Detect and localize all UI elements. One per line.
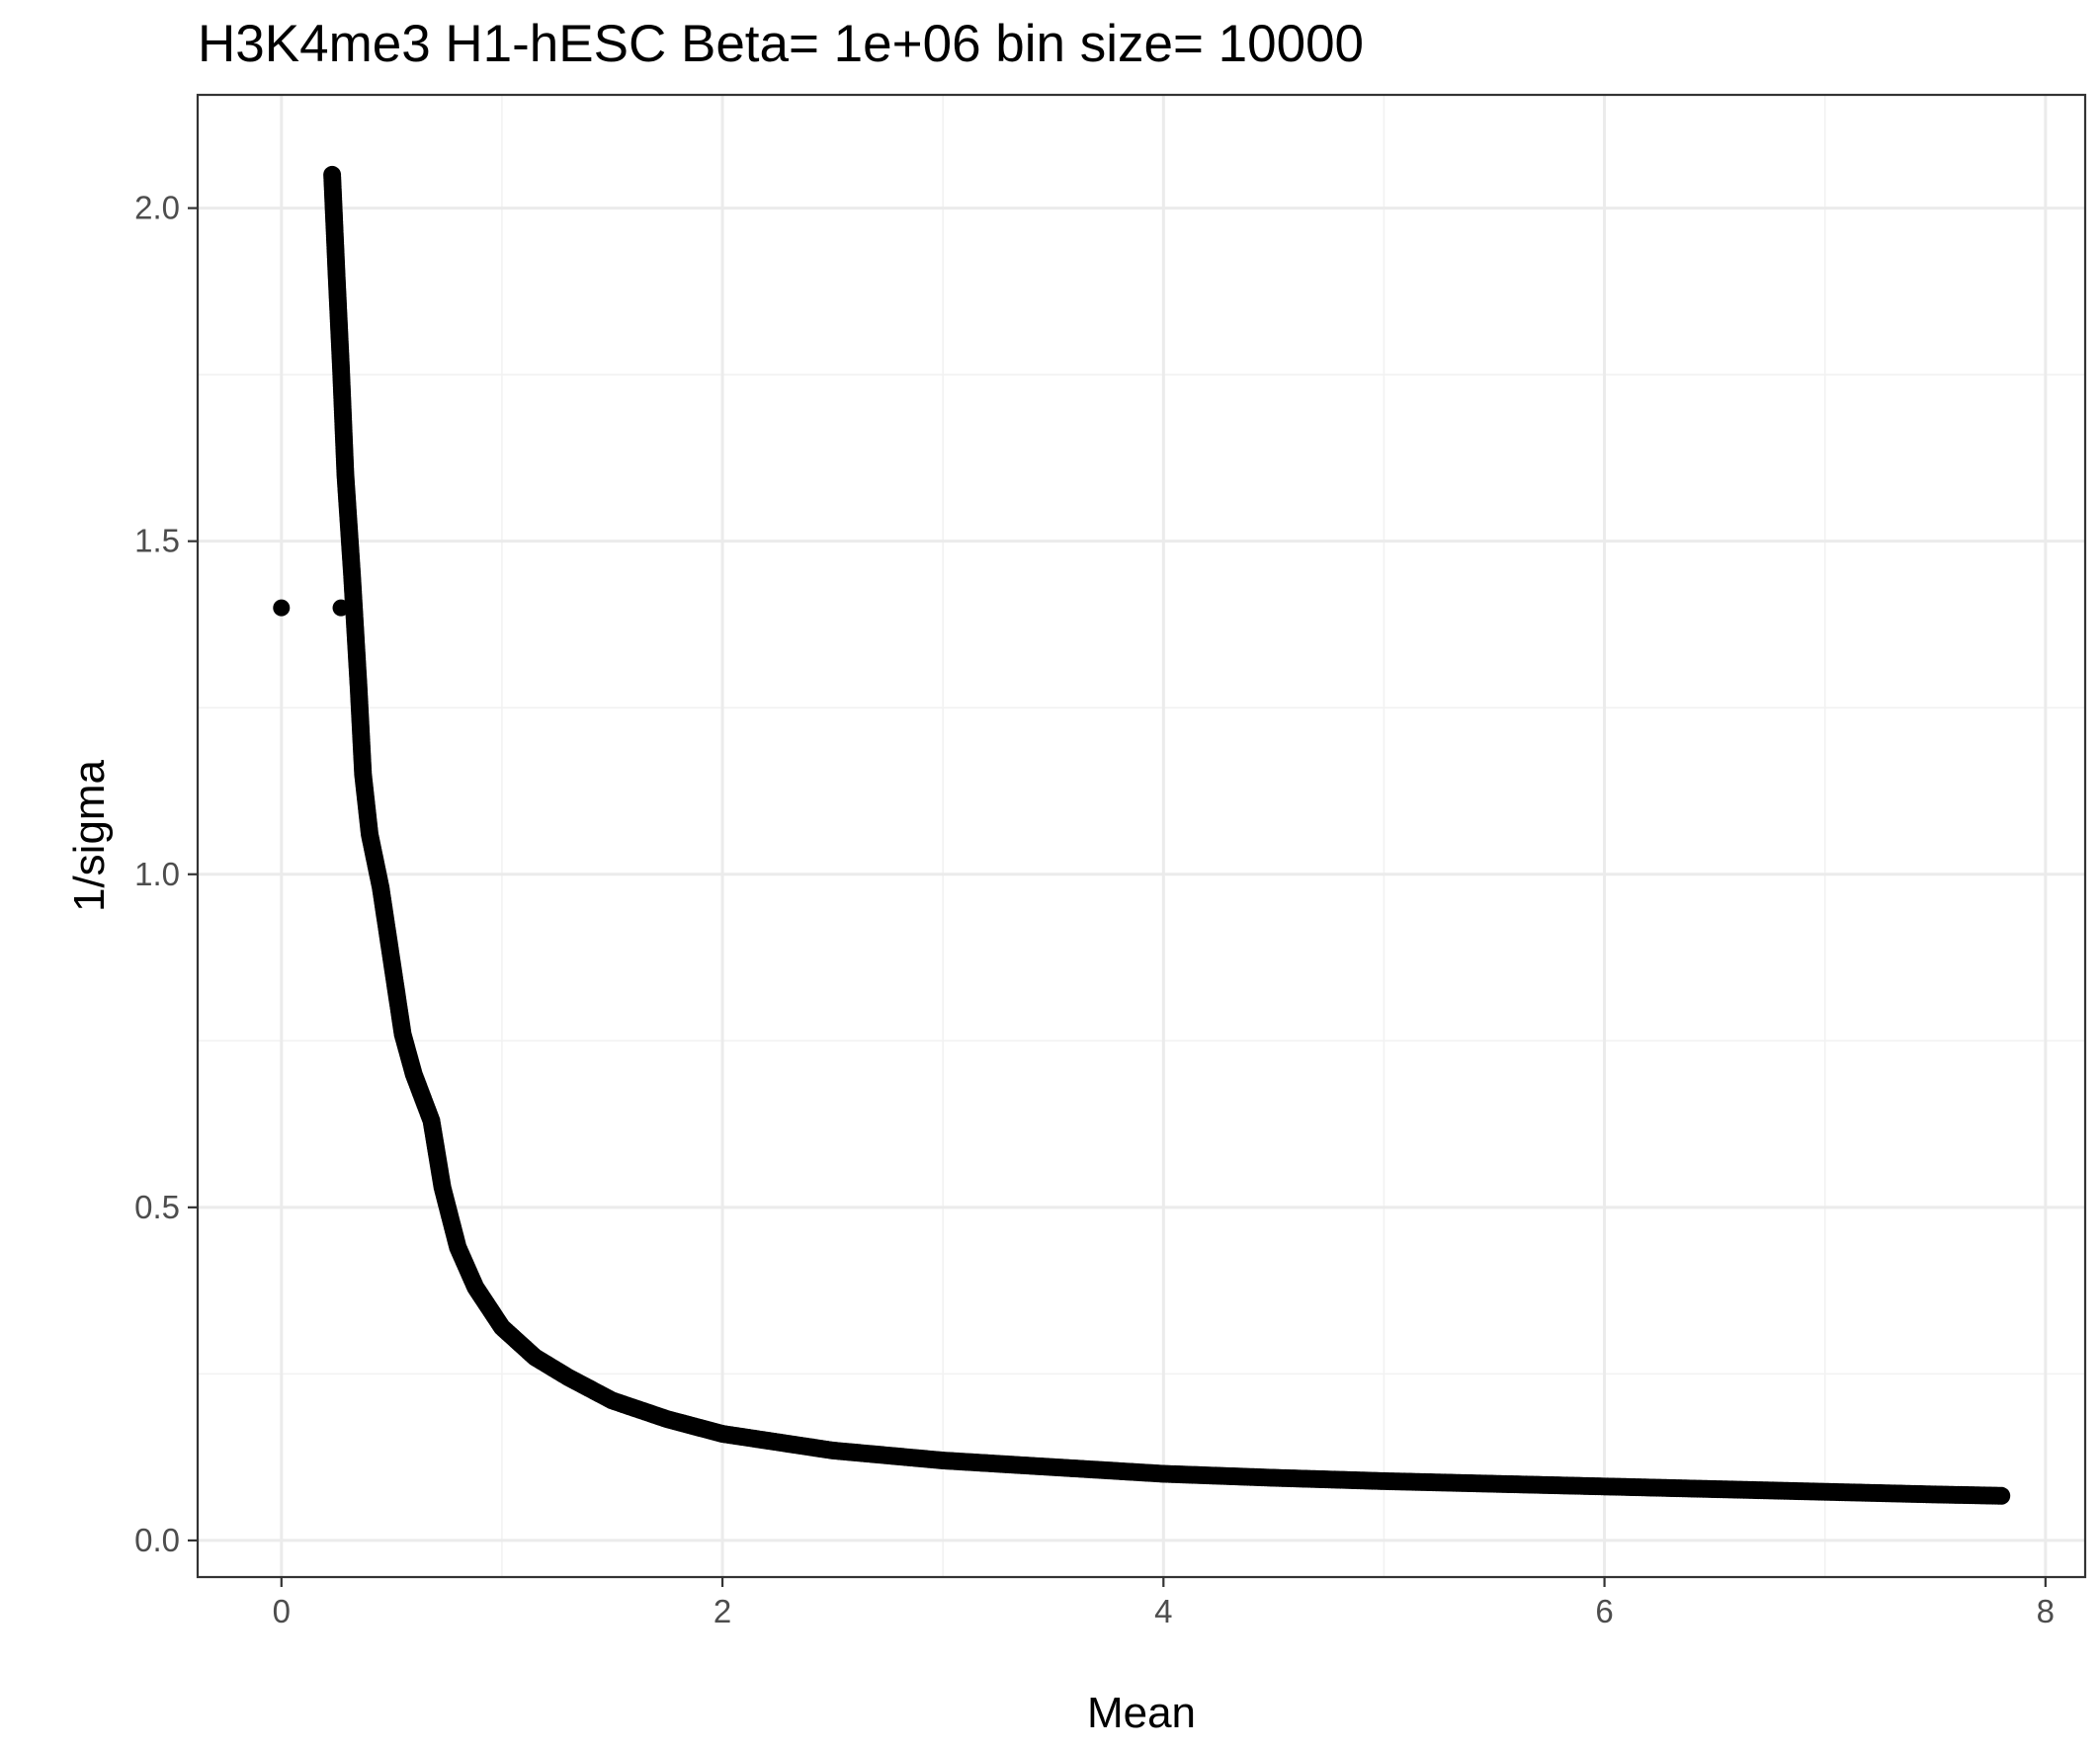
plot-panel — [198, 95, 2085, 1577]
axes: 0 2 4 6 8 0.0 0.5 1.0 1.5 2.0 — [134, 190, 2055, 1629]
chart-title: H3K4me3 H1-hESC Beta= 1e+06 bin size= 10… — [198, 15, 1364, 73]
data-points — [273, 599, 350, 617]
x-axis-title: Mean — [1087, 1689, 1196, 1737]
data-point — [332, 599, 350, 617]
x-tick-label: 2 — [714, 1593, 731, 1629]
x-tick-label: 4 — [1154, 1593, 1172, 1629]
y-tick-label: 1.0 — [134, 856, 180, 892]
y-tick-label: 0.5 — [134, 1189, 180, 1225]
grid-lines — [198, 95, 2085, 1577]
x-tick-label: 8 — [2037, 1593, 2055, 1629]
data-point — [273, 599, 291, 617]
x-tick-label: 0 — [273, 1593, 291, 1629]
y-axis-title: 1/sigma — [65, 759, 114, 912]
y-tick-label: 1.5 — [134, 523, 180, 559]
x-tick-label: 6 — [1595, 1593, 1613, 1629]
data-point — [1992, 1486, 2011, 1505]
panel-border — [196, 93, 2087, 1579]
y-tick-label: 2.0 — [134, 190, 180, 226]
data-curve — [323, 165, 2011, 1505]
y-tick-label: 0.0 — [134, 1522, 180, 1558]
